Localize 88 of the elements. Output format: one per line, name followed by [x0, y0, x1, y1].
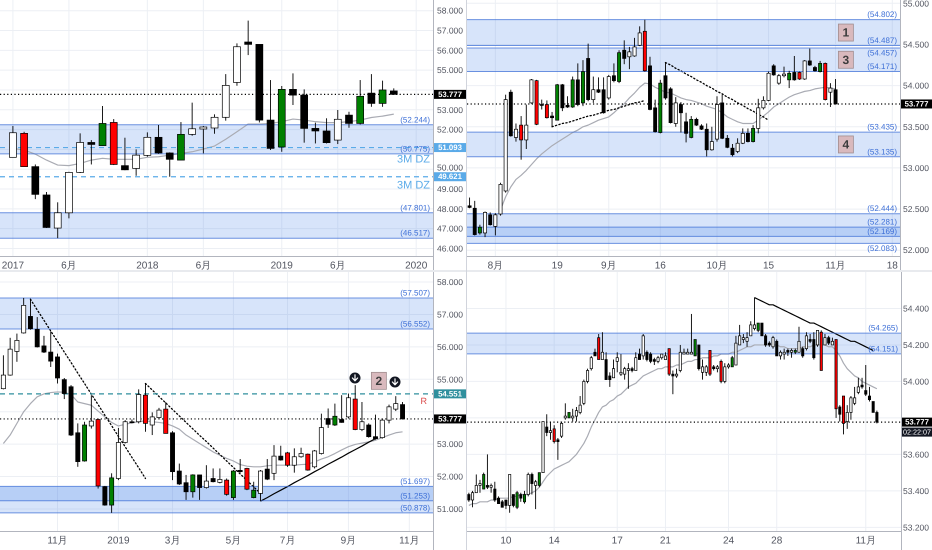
ref-line-label: (54.457)	[867, 48, 898, 58]
y-tick-label: 52.000	[437, 472, 464, 482]
x-tick-label: 18	[886, 260, 898, 272]
y-tick-label: 54.400	[903, 303, 930, 314]
ref-line-label: (56.552)	[400, 319, 430, 328]
ref-line-label: (54.151)	[868, 344, 898, 354]
ref-line-label: (46.517)	[400, 228, 430, 238]
y-tick-label: 57.000	[437, 309, 464, 320]
x-tick-label: 2019	[270, 260, 294, 272]
ref-line-label: (57.507)	[400, 288, 430, 298]
y-tick-label: 54.000	[903, 80, 930, 91]
ref-line-label: (47.801)	[400, 203, 430, 212]
ref-line-label: (51.697)	[400, 476, 430, 486]
y-tick-label: 50.000	[437, 162, 464, 173]
x-tick-label: 11月	[47, 536, 68, 546]
y-tick-label: 56.000	[437, 45, 464, 56]
x-tick-label: 11月	[825, 260, 846, 272]
ref-line-label: (54.171)	[867, 62, 898, 72]
x-tick-label: 2017	[2, 260, 24, 272]
x-tick-label: 11月	[856, 536, 876, 546]
y-tick-label: 57.000	[437, 26, 464, 36]
y-tick-label: 55.000	[437, 374, 464, 384]
y-tick-label: 48.000	[437, 204, 464, 214]
x-tick-label: 28	[771, 536, 783, 546]
annotation: R	[420, 396, 428, 406]
ref-line-label: (50.775)	[400, 144, 430, 154]
y-tick-label: 53.500	[903, 122, 930, 132]
ref-line-label: (54.802)	[867, 10, 898, 20]
x-tick-label: 10月	[706, 260, 728, 272]
y-tick-label: 54.200	[903, 340, 930, 350]
y-tick-label: 52.500	[903, 204, 930, 214]
y-tick-label: 53.600	[903, 449, 930, 460]
x-tick-label: 21	[660, 536, 672, 546]
y-tick-label: 52.000	[437, 124, 464, 135]
annotation: 2	[376, 374, 383, 388]
x-tick-label: 9月	[340, 536, 356, 546]
y-tick-label: 56.000	[437, 342, 464, 352]
x-tick-label: 7月	[280, 536, 296, 546]
x-tick-label: 2018	[136, 260, 159, 272]
y-tick-label: 51.000	[437, 504, 464, 514]
x-tick-label: 8月	[488, 260, 504, 272]
x-tick-label: 5月	[226, 536, 242, 546]
ref-line-label: (52.169)	[867, 226, 898, 236]
x-tick-label: 24	[722, 536, 735, 546]
y-tick-label: 53.200	[903, 522, 930, 532]
ref-line-label: (54.265)	[868, 324, 898, 333]
ref-line-label: (52.444)	[867, 204, 898, 214]
y-tick-label: 54.500	[903, 39, 930, 50]
x-tick-label: 17	[612, 536, 624, 546]
x-tick-label: 11月	[399, 536, 420, 546]
ref-line-label: (54.487)	[867, 36, 898, 46]
y-tick-label: 46.000	[437, 243, 464, 254]
ref-line-label: (50.878)	[400, 503, 430, 512]
ref-line-label: (52.281)	[867, 218, 898, 227]
x-tick-label: 14	[548, 536, 560, 546]
x-tick-label: 2020	[405, 260, 428, 272]
y-tick-label: 58.000	[437, 6, 464, 16]
ref-line-label: (52.244)	[400, 115, 430, 124]
annotation: 3M DZ	[397, 180, 430, 192]
x-tick-label: 6月	[330, 260, 346, 272]
x-tick-label: 15	[762, 260, 775, 272]
y-tick-label: 52.000	[903, 245, 930, 256]
y-tick-label: 53.400	[903, 486, 930, 496]
y-tick-label: 49.000	[437, 184, 464, 194]
band-label: 3	[842, 52, 850, 67]
y-tick-label: 58.000	[437, 277, 464, 288]
ref-line-label: (51.253)	[400, 491, 430, 500]
x-tick-label: 10	[500, 536, 512, 546]
ref-line-label: (53.435)	[867, 122, 898, 132]
y-tick-label: 47.000	[437, 224, 464, 234]
y-tick-label: 54.000	[903, 376, 930, 386]
annotation: 3M DZ	[397, 153, 430, 166]
x-tick-label: 6月	[61, 260, 77, 272]
x-tick-label: 6月	[196, 260, 212, 272]
x-tick-label: 16	[654, 260, 666, 272]
y-tick-label: 53.000	[903, 162, 930, 173]
ref-line-label: (53.135)	[867, 147, 898, 156]
x-tick-label: 3月	[164, 536, 180, 546]
y-tick-label: 55.000	[437, 65, 464, 76]
x-tick-label: 9月	[600, 260, 617, 272]
x-tick-label: 19	[552, 260, 564, 272]
band-label: 4	[842, 137, 850, 152]
x-tick-label: 2019	[107, 536, 130, 546]
y-tick-label: 55.000	[903, 0, 930, 8]
band-label: 1	[842, 26, 850, 40]
ref-line-label: (52.083)	[867, 244, 898, 253]
y-tick-label: 53.000	[437, 104, 464, 115]
y-tick-label: 53.000	[437, 439, 464, 450]
